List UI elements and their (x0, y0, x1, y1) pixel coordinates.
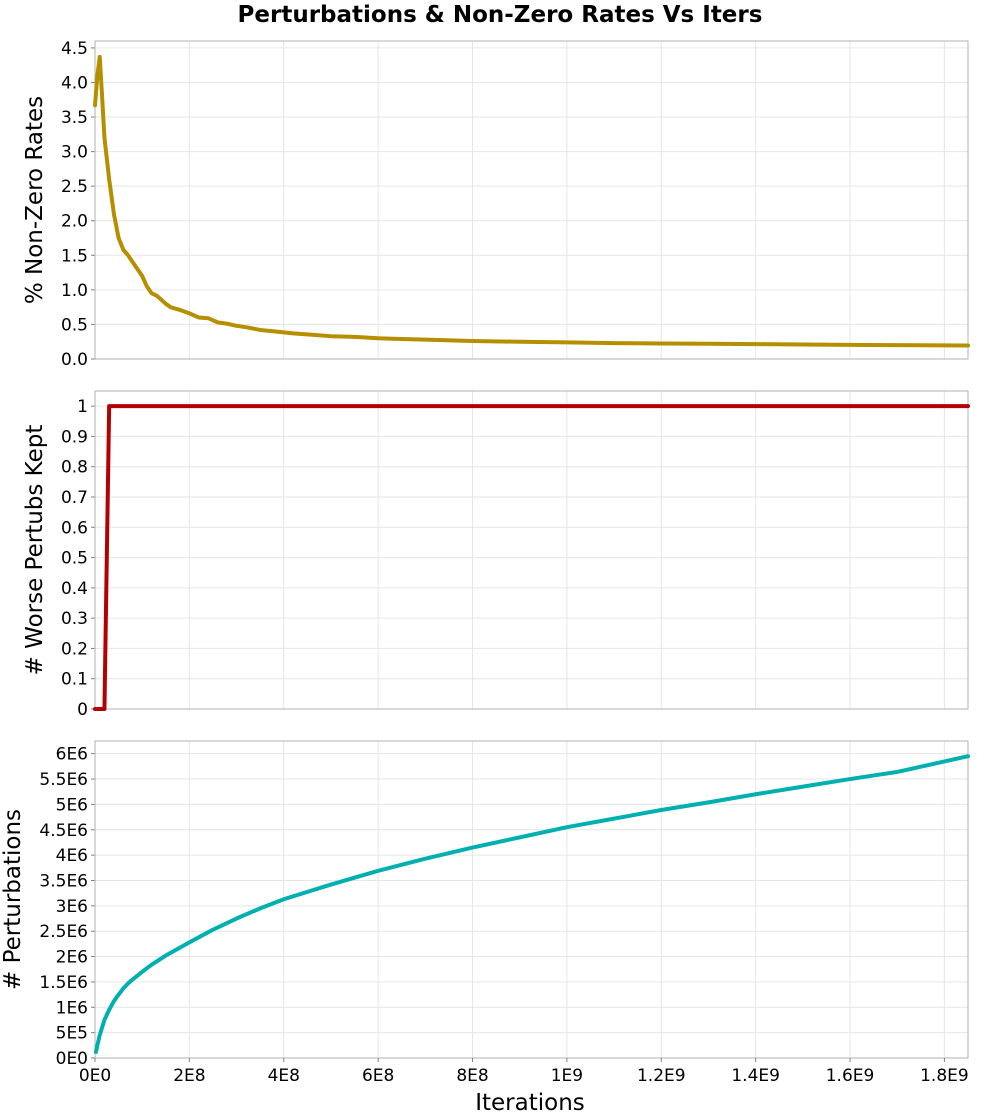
y-tick-label: 5E5 (56, 1024, 88, 1044)
panel-2: 0 0.1 0.2 0.3 0.4 0.5 0.6 0.7 0.8 0.9 1 # Worse Per… (22, 390, 970, 720)
plot-area (94, 390, 969, 710)
y-tick-label: 5E6 (56, 795, 88, 815)
y-tick-label: 0.5 (61, 315, 88, 335)
x-tick-label: 1.2E9 (637, 1066, 686, 1086)
plot-area (94, 40, 969, 360)
series-line (93, 754, 970, 1054)
y-tick-label: 4.5E6 (39, 821, 88, 841)
x-tick-label: 0E0 (79, 1066, 111, 1086)
y-tick-label: 1.5 (61, 246, 88, 266)
y-tick-label: 0.2 (61, 639, 88, 659)
y-tick-label: 1 (77, 397, 88, 417)
y-tick-label: 1.0 (61, 281, 88, 301)
y-tick-label: 0.1 (61, 670, 88, 690)
y-tick-label: 4.5 (61, 39, 88, 59)
y-tick-label: 4E6 (56, 846, 88, 866)
y-tick-label: 3E6 (56, 897, 88, 917)
y-tick-label: 5.5E6 (39, 770, 88, 790)
plot-border (94, 390, 969, 710)
x-tick-label: 1.6E9 (826, 1066, 875, 1086)
y-tick-label: 0.0 (61, 350, 88, 370)
x-tick-label: 2E8 (173, 1066, 205, 1086)
y-tick-label: 0.9 (61, 427, 88, 447)
y-tick-label: 0.5 (61, 549, 88, 569)
x-tick-label: 1E9 (551, 1066, 583, 1086)
plot-area (94, 740, 969, 1059)
chart-title: Perturbations & Non-Zero Rates Vs Iters (238, 2, 763, 28)
series-line (93, 54, 970, 348)
y-tick-label: 3.5E6 (39, 871, 88, 891)
y-axis-label: % Non-Zero Rates (22, 96, 48, 304)
plot-border (94, 740, 969, 1059)
y-tick-label: 0.7 (61, 488, 88, 508)
y-tick-label: 2E6 (56, 948, 88, 968)
y-tick-label: 2.0 (61, 212, 88, 232)
y-axis-label: # Worse Pertubs Kept (22, 425, 48, 676)
y-tick-label: 2.5E6 (39, 922, 88, 942)
y-tick-label: 6E6 (56, 745, 88, 765)
y-tick-label: 3.5 (61, 108, 88, 128)
y-axis-label: # Perturbations (0, 809, 26, 990)
x-tick-label: 1.8E9 (920, 1066, 969, 1086)
y-tick-label: 0.6 (61, 518, 88, 538)
x-tick-label: 4E8 (268, 1066, 300, 1086)
plot-border (94, 40, 969, 360)
y-tick-label: 3.0 (61, 143, 88, 163)
x-tick-label: 1.4E9 (731, 1066, 780, 1086)
y-tick-label: 0.8 (61, 458, 88, 478)
series-line (93, 404, 970, 711)
x-tick-label: 6E8 (362, 1066, 394, 1086)
y-tick-label: 0 (77, 700, 88, 720)
y-tick-label: 0.3 (61, 609, 88, 629)
y-tick-label: 0E0 (56, 1049, 88, 1069)
y-tick-label: 1.5E6 (39, 973, 88, 993)
y-tick-label: 2.5 (61, 177, 88, 197)
y-tick-label: 0.4 (61, 579, 88, 599)
x-tick-label: 8E8 (456, 1066, 488, 1086)
y-tick-label: 4.0 (61, 73, 88, 93)
x-axis-label: Iterations (475, 1090, 585, 1116)
panel-3: 0E0 5E5 1E6 1.5E6 2E6 2.5E6 3E6 3.5E6 4E6 4.5E6 5E… (0, 740, 970, 1069)
panel-1: 0.0 0.5 1.0 1.5 2.0 2.5 3.0 3.5 4.0 4.5 % Non-Zero… (22, 39, 970, 370)
y-tick-label: 1E6 (56, 998, 88, 1018)
